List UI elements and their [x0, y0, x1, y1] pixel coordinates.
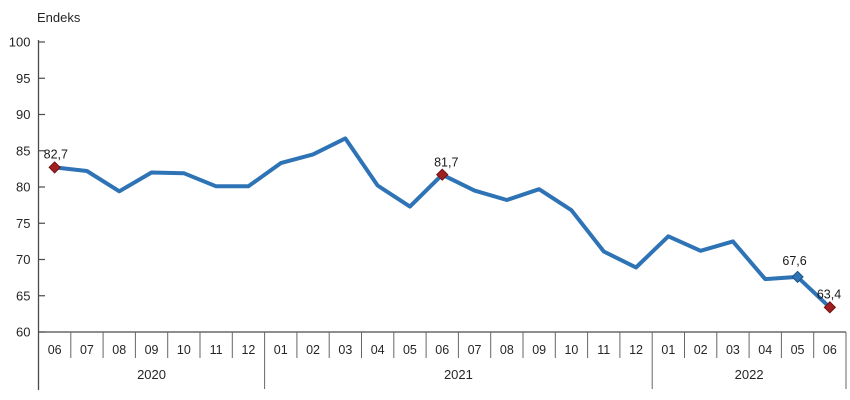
data-point-label: 81,7 — [434, 156, 458, 170]
month-label: 10 — [177, 343, 191, 357]
month-label: 12 — [629, 343, 643, 357]
month-label: 07 — [80, 343, 94, 357]
month-label: 02 — [306, 343, 320, 357]
y-tick-label: 100 — [9, 35, 31, 50]
month-label: 09 — [532, 343, 546, 357]
month-label: 04 — [758, 343, 772, 357]
month-label: 03 — [726, 343, 740, 357]
month-label: 06 — [435, 343, 449, 357]
month-label: 06 — [823, 343, 837, 357]
highlight-data-marker — [48, 161, 61, 174]
month-label: 03 — [338, 343, 352, 357]
y-tick-label: 80 — [16, 180, 30, 195]
y-tick-label: 95 — [16, 71, 30, 86]
data-point-label: 63,4 — [817, 287, 841, 301]
month-label: 10 — [564, 343, 578, 357]
month-label: 11 — [210, 343, 223, 357]
y-tick-label: 65 — [16, 288, 30, 303]
month-label: 08 — [112, 343, 126, 357]
year-label: 2021 — [444, 367, 473, 382]
month-label: 05 — [403, 343, 417, 357]
data-marker — [791, 270, 804, 284]
month-label: 06 — [48, 343, 62, 357]
month-label: 05 — [791, 343, 805, 357]
data-point-label: 82,7 — [44, 147, 68, 161]
month-label: 09 — [145, 343, 159, 357]
data-point-label: 67,6 — [782, 254, 806, 268]
highlight-data-marker — [823, 301, 837, 314]
year-label: 2022 — [735, 367, 764, 382]
highlight-data-marker — [436, 168, 449, 181]
y-tick-label: 70 — [16, 252, 30, 267]
month-label: 07 — [468, 343, 482, 357]
y-tick-label: 60 — [16, 325, 30, 340]
month-label: 01 — [661, 343, 675, 357]
month-label: 04 — [371, 343, 385, 357]
y-tick-label: 90 — [16, 107, 30, 122]
month-label: 12 — [241, 343, 255, 357]
y-tick-label: 75 — [16, 216, 30, 231]
y-axis-title: Endeks — [37, 10, 81, 25]
y-tick-label: 85 — [16, 143, 30, 158]
month-label: 11 — [597, 343, 610, 357]
month-label: 02 — [694, 343, 708, 357]
month-label: 08 — [500, 343, 514, 357]
year-label: 2020 — [137, 367, 166, 382]
month-label: 01 — [274, 343, 288, 357]
